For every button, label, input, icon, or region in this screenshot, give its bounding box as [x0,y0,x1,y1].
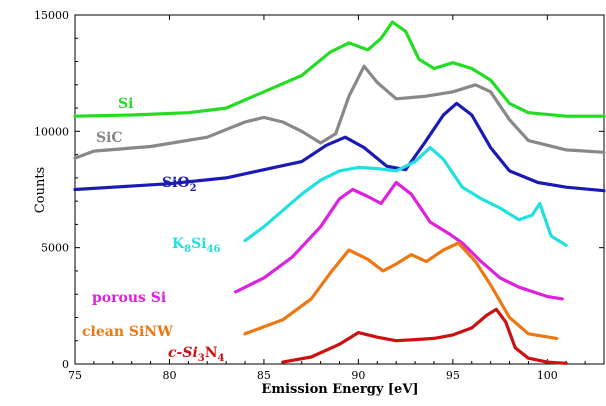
x-tick-label: 75 [68,369,82,382]
y-tick-label: 5000 [41,242,69,255]
series-line-c-si3n4 [281,307,568,365]
series-label-sic: SiC [96,130,123,146]
series-label-k8si46-sub1: 8 [184,244,191,255]
series-line-porous-si [234,180,564,301]
x-tick-label: 90 [351,369,365,382]
series-label-sio2-main: SiO [162,175,190,191]
series-line-si [73,20,606,118]
series-label-clean-sinw: clean SiNW [82,324,173,340]
series-label-c-si3n4: c-Si3N4 [168,345,225,364]
series-label-c-si3n4-main: c-Si [168,345,198,361]
series-label-k8si46-k: K [172,236,185,252]
series-label-sio2-sub: 2 [190,183,197,194]
series-label-si: Si [118,96,133,112]
x-tick-label: 100 [537,369,558,382]
axes: 75 80 85 90 95 100 0 5000 10000 15000 [34,9,605,382]
plot-frame [74,14,605,365]
x-tick-label: 95 [446,369,460,382]
series-label-porous-si: porous Si [92,290,166,306]
series-line-sic [73,64,606,160]
series-label-k8si46: K8Si46 [172,236,221,255]
series-label-c-si3n4-sub2: 4 [218,353,225,364]
series-label-k8si46-si: Si [191,236,206,252]
series-line-k8si46 [243,146,568,247]
series-line-clean-sinw [243,241,559,340]
y-tick-label: 0 [62,358,69,371]
series-layer [73,20,606,365]
x-tick-label: 85 [257,369,271,382]
series-label-c-si3n4-n: N [205,345,218,361]
x-axis-title: Emission Energy [eV] [261,382,418,397]
series-label-c-si3n4-sub1: 3 [198,353,205,364]
x-tick-label: 80 [162,369,176,382]
y-axis-title: Counts [33,167,48,213]
series-label-sio2: SiO2 [162,175,197,194]
series-label-k8si46-sub2: 46 [207,244,221,255]
series-line-sio2 [73,101,606,193]
y-tick-label: 10000 [34,125,69,138]
y-tick-label: 15000 [34,9,69,22]
